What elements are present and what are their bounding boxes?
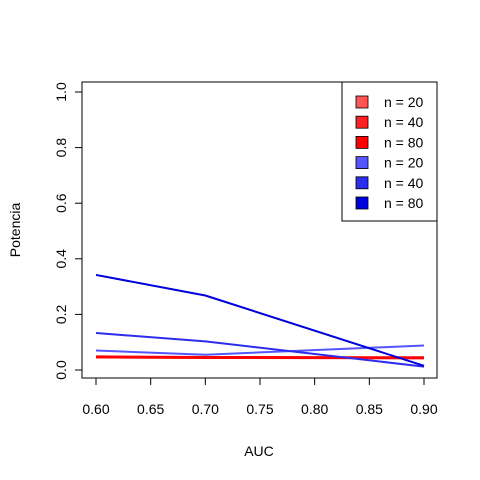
legend-label: n = 80 — [384, 195, 424, 211]
legend-label: n = 80 — [384, 134, 424, 150]
series-layer — [95, 273, 425, 368]
x-tick-label: 0.90 — [410, 401, 437, 417]
legend-swatch — [355, 95, 369, 109]
y-axis-label: Potencia — [7, 203, 23, 258]
series-line-4 — [95, 344, 425, 356]
legend-label: n = 40 — [384, 114, 424, 130]
y-tick-label: 0.6 — [53, 193, 69, 213]
x-tick-label: 0.75 — [246, 401, 273, 417]
legend-label: n = 20 — [384, 155, 424, 171]
y-tick-label: 0.0 — [53, 360, 69, 380]
legend-swatch — [355, 156, 369, 170]
x-tick-label: 0.65 — [137, 401, 164, 417]
y-tick-label: 0.8 — [53, 138, 69, 158]
y-axis: 0.0 0.2 0.4 0.6 0.8 1.0 — [53, 82, 83, 380]
legend-label: n = 20 — [384, 94, 424, 110]
legend: n = 20 n = 40 n = 80 n = 20 n = 40 n = 80 — [341, 81, 438, 222]
legend-swatch — [355, 115, 369, 129]
x-tick-label: 0.70 — [192, 401, 219, 417]
y-tick-label: 0.4 — [53, 249, 69, 269]
x-tick-label: 0.85 — [356, 401, 383, 417]
legend-label: n = 40 — [384, 175, 424, 191]
legend-swatch — [355, 176, 369, 190]
x-axis-label: AUC — [244, 443, 274, 459]
series-line-6 — [95, 273, 425, 367]
series-line-3 — [95, 355, 425, 360]
y-tick-label: 1.0 — [53, 82, 69, 102]
y-tick-label: 0.2 — [53, 304, 69, 324]
x-tick-label: 0.80 — [301, 401, 328, 417]
legend-swatch — [355, 196, 369, 210]
series-line-5 — [95, 332, 425, 368]
x-axis: 0.60 0.65 0.70 0.75 0.80 0.85 0.90 — [82, 377, 438, 417]
x-tick-label: 0.60 — [82, 401, 109, 417]
legend-swatch — [355, 135, 369, 149]
